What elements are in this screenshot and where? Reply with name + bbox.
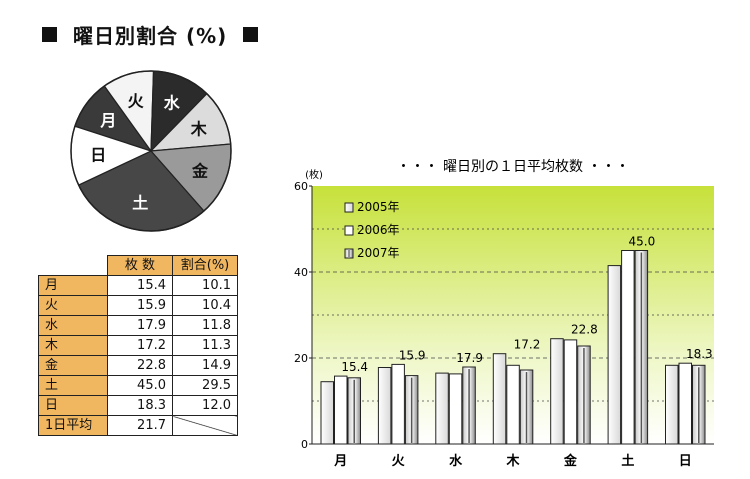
bar [334,375,348,445]
table-cell-day: 火 [38,295,108,316]
data-label: 15.9 [399,348,426,362]
table-cell-count: 18.3 [107,395,173,416]
table-cell-day: 月 [38,275,108,296]
data-label: 17.9 [456,351,483,365]
x-tick-label: 金 [563,453,578,469]
table-cell-count: 22.8 [107,355,173,376]
data-label: 45.0 [629,235,656,249]
pie-slice-label: 火 [128,92,145,111]
page-title-text: 曜日別割合 (%) [73,23,228,48]
data-label: 15.4 [341,360,368,374]
table-cell-day: 土 [38,375,108,396]
chart-title: ・・・ 曜日別の１日平均枚数 ・・・ [397,159,630,175]
x-tick-label: 日 [679,454,692,469]
square-bullet-icon [42,26,57,42]
legend-swatch [344,225,354,236]
data-label: 17.2 [514,338,541,352]
table-cell-pct: 11.3 [172,335,238,356]
table-cell-day: 水 [38,315,108,336]
bar [550,338,564,445]
x-tick-label: 水 [449,453,463,469]
table-row: 土 45.0 29.5 [38,375,238,396]
stats-table: 枚 数 割合(%) 月 15.4 10.1 火 15.9 10.4 水 17.9… [38,255,238,436]
y-tick-label: 20 [294,352,308,365]
table-cell-pct: 29.5 [172,375,238,396]
table-row: 日 18.3 12.0 [38,395,238,416]
bar [448,373,463,445]
pie-slice-label: 日 [90,145,106,164]
table-header-row: 枚 数 割合(%) [38,255,238,276]
y-tick-label: 60 [294,180,308,193]
bar [621,250,635,445]
data-label: 18.3 [686,347,713,361]
legend-label: 2006年 [357,223,400,237]
table-cell-pct: 11.8 [172,315,238,336]
table-cell-slash [172,415,238,436]
bar [678,362,692,445]
bar [607,265,622,445]
pie-outline [70,70,232,232]
x-tick-label: 木 [505,453,520,469]
table-cell-footer-label: 1日平均 [38,415,108,436]
bar [377,367,392,445]
x-tick-label: 土 [621,453,634,469]
square-bullet-icon [243,26,259,42]
table-row: 月 15.4 10.1 [38,275,238,296]
bar [665,364,679,445]
table-cell-count: 15.4 [107,275,173,296]
bar [563,339,578,445]
table-cell-day: 木 [38,335,108,356]
table-cell-pct: 10.4 [172,295,238,316]
table-cell-day: 日 [38,395,108,416]
legend-label: 2005年 [357,200,400,214]
table-cell-count: 45.0 [107,375,173,396]
y-tick-label: 0 [301,438,308,451]
bar [320,381,334,445]
table-cell-pct: 14.9 [172,355,238,376]
pie-slice-label: 木 [190,119,208,138]
x-tick-label: 火 [392,454,406,469]
page-title: 曜日別割合 (%) [42,18,259,50]
pie-slice-label: 土 [132,194,148,213]
legend-swatch [344,202,354,213]
bar-chart-svg: ・・・ 曜日別の１日平均枚数 ・・・ 0 20 40 60(枚) 15.4 月 15.9 火 17… [294,159,714,469]
table-cell-count: 17.9 [107,315,173,336]
bar-chart: ・・・ 曜日別の１日平均枚数 ・・・ 0 20 40 60 (枚) 15.4 月 15.9 火 17… [282,150,742,470]
x-tick-label: 月 [333,454,347,469]
table-row: 木 17.2 11.3 [38,335,238,356]
bar [391,363,405,445]
bar [435,372,449,445]
table-row: 火 15.9 10.4 [38,295,238,316]
table-cell-pct: 12.0 [172,395,238,416]
pie-slice-label: 金 [191,162,209,181]
bar [506,364,520,445]
table-header-count: 枚 数 [107,255,173,276]
pie-chart: 月火水木金土 日 [66,66,236,236]
table-footer-row: 1日平均 21.7 [38,415,238,436]
table-cell-footer-count: 21.7 [107,415,173,436]
table-cell-pct: 10.1 [172,275,238,296]
legend-label: 2007年 [357,246,400,260]
table-header-pct: 割合(%) [172,255,238,276]
table-cell-day: 金 [38,355,108,376]
pie-slice-label: 水 [164,93,181,112]
table-cell-count: 17.2 [107,335,173,356]
data-label: 22.8 [571,323,598,337]
table-header-blank [38,255,108,276]
table-row: 水 17.9 11.8 [38,315,238,336]
table-cell-count: 15.9 [107,295,173,316]
bar [492,353,507,445]
pie-slice-label: 月 [99,111,116,130]
y-tick-label: 40 [294,266,308,279]
y-axis-label: (枚) [305,168,323,181]
table-row: 金 22.8 14.9 [38,355,238,376]
